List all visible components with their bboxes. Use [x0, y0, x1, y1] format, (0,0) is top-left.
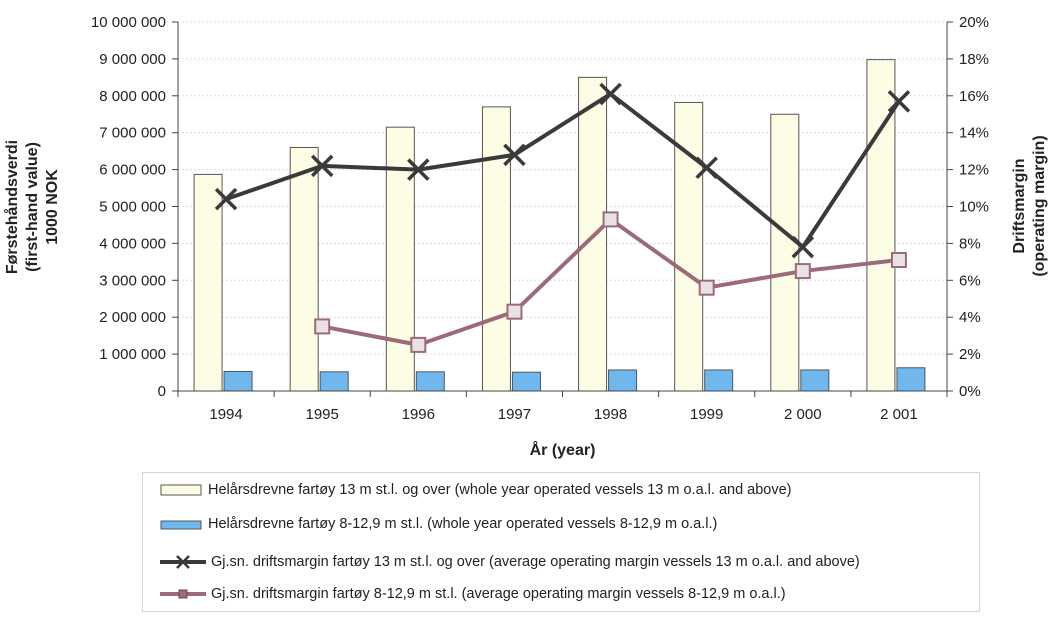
axis-titles: År (year) Førstehåndsverdi (first-hand val…: [3, 135, 1048, 459]
y-left-axis-title-line: Førstehåndsverdi: [3, 140, 21, 274]
chart: 0 1 000 000 2 000 000 3 000 000 4 000 000 5 0…: [3, 14, 1048, 459]
gridlines: [172, 21, 953, 392]
legend-item-bar-large: Helårsdrevne fartøy 13 m st.l. og over (…: [159, 479, 792, 501]
bar-large-vessels: [674, 101, 704, 392]
lines: [214, 82, 911, 353]
y-left-tick-label: 8 000 000: [99, 88, 166, 105]
y-left-tick-label: 6 000 000: [99, 162, 166, 179]
bar-large-vessels: [193, 173, 223, 392]
legend-item-line-large: Gj.sn. driftsmargin fartøy 13 m st.l. og…: [159, 551, 860, 573]
line-marker-square: [698, 279, 715, 296]
y-right-tick-label: 20%: [959, 14, 989, 31]
legend: Helårsdrevne fartøy 13 m st.l. og over (…: [142, 472, 980, 612]
bar-small-vessels: [608, 369, 638, 392]
y-left-tick-label: 9 000 000: [99, 51, 166, 68]
y-left-tick-label: 7 000 000: [99, 125, 166, 142]
y-right-tick-label: 12%: [959, 162, 989, 179]
line-marker-x: [599, 82, 622, 106]
y-left-tick-label: 1 000 000: [99, 346, 166, 363]
bar-small-vessels: [511, 371, 541, 392]
legend-label-line-large: Gj.sn. driftsmargin fartøy 13 m st.l. og…: [211, 554, 860, 570]
x-tick-label: 1996: [402, 406, 435, 423]
bar-small-vessels: [704, 369, 734, 392]
y-left-tick-label: 0: [158, 383, 166, 400]
x-tick-label: 2 000: [784, 406, 822, 423]
bar-small-vessels: [415, 371, 445, 392]
y-right-tick-labels: 0% 2% 4% 6% 8% 10% 12% 14% 16% 18% 20%: [959, 14, 989, 400]
y-left-tick-label: 3 000 000: [99, 272, 166, 289]
line-marker-x: [214, 187, 238, 211]
y-right-tick-label: 0%: [959, 383, 981, 400]
bar-small-vessels: [896, 367, 926, 392]
line-marker-square: [794, 263, 811, 280]
legend-item-bar-small: Helårsdrevne fartøy 8-12,9 m st.l. (whol…: [159, 513, 717, 535]
y-right-tick-label: 4%: [959, 309, 981, 326]
y-left-axis-title-line: 1000 NOK: [44, 169, 61, 245]
y-left-tick-label: 10 000 000: [91, 14, 166, 31]
x-tick-label: 1994: [209, 406, 242, 423]
line-marker-square: [602, 211, 619, 228]
x-axis-title: År (year): [530, 440, 596, 459]
y-left-tick-label: 2 000 000: [99, 309, 166, 326]
x-tick-label: 2 001: [880, 406, 918, 423]
legend-label-bar-small: Helårsdrevne fartøy 8-12,9 m st.l. (whol…: [208, 516, 718, 532]
x-tick-label: 1998: [594, 406, 627, 423]
y-right-tick-label: 18%: [959, 51, 989, 68]
line-marker-x: [791, 235, 815, 259]
y-right-tick-label: 8%: [959, 235, 981, 252]
y-right-tick-label: 16%: [959, 88, 989, 105]
legend-label-line-small: Gj.sn. driftsmargin fartøy 8-12,9 m st.l…: [211, 586, 786, 602]
legend-swatch-bar-large: [160, 484, 202, 496]
y-left-axis-title: Førstehåndsverdi (first-hand value) 1000 N…: [3, 140, 61, 274]
y-right-tick-label: 14%: [959, 125, 989, 142]
y-left-tick-label: 5 000 000: [99, 199, 166, 216]
line-marker-x: [503, 143, 526, 167]
legend-swatch-bar-small: [160, 520, 202, 530]
line-marker-x: [310, 154, 334, 178]
x-tick-label: 1999: [690, 406, 723, 423]
bar-small-vessels: [319, 371, 349, 392]
line-marker-x: [695, 156, 718, 179]
y-right-tick-label: 2%: [959, 346, 981, 363]
y-left-axis-title-line: (first-hand value): [24, 142, 41, 272]
y-right-tick-label: 6%: [959, 272, 981, 289]
y-right-axis-title-line: (operating margin): [1031, 135, 1048, 276]
x-tick-labels: 1994 1995 1996 1997 1998 1999 2 000 2 001: [209, 406, 917, 423]
line-marker-x: [887, 90, 911, 113]
axes: [177, 22, 948, 397]
line-series-0: [225, 91, 901, 250]
bars: [193, 59, 926, 392]
line-marker-square: [314, 318, 331, 335]
line-marker-x: [407, 158, 430, 181]
bar-large-vessels: [289, 146, 319, 392]
bar-large-vessels: [770, 113, 800, 392]
y-left-tick-label: 4 000 000: [99, 235, 166, 252]
line-marker-square: [410, 336, 427, 353]
legend-item-line-small: Gj.sn. driftsmargin fartøy 8-12,9 m st.l…: [159, 583, 786, 605]
bar-small-vessels: [223, 370, 253, 392]
legend-swatch-line-small: [160, 589, 206, 599]
x-tick-label: 1997: [498, 406, 531, 423]
bar-small-vessels: [800, 369, 830, 392]
legend-swatch-line-large: [160, 555, 206, 569]
line-marker-square: [506, 303, 523, 320]
y-right-axis-title-line: Driftsmargin: [1011, 158, 1028, 253]
line-marker-square: [890, 252, 907, 269]
y-left-tick-labels: 0 1 000 000 2 000 000 3 000 000 4 000 000 5 0…: [91, 14, 166, 400]
legend-label-bar-large: Helårsdrevne fartøy 13 m st.l. og over (…: [208, 482, 792, 498]
y-right-axis-title: Driftsmargin (operating margin): [1011, 135, 1048, 276]
bar-large-vessels: [481, 106, 511, 392]
x-tick-label: 1995: [306, 406, 339, 423]
y-right-tick-label: 10%: [959, 199, 989, 216]
